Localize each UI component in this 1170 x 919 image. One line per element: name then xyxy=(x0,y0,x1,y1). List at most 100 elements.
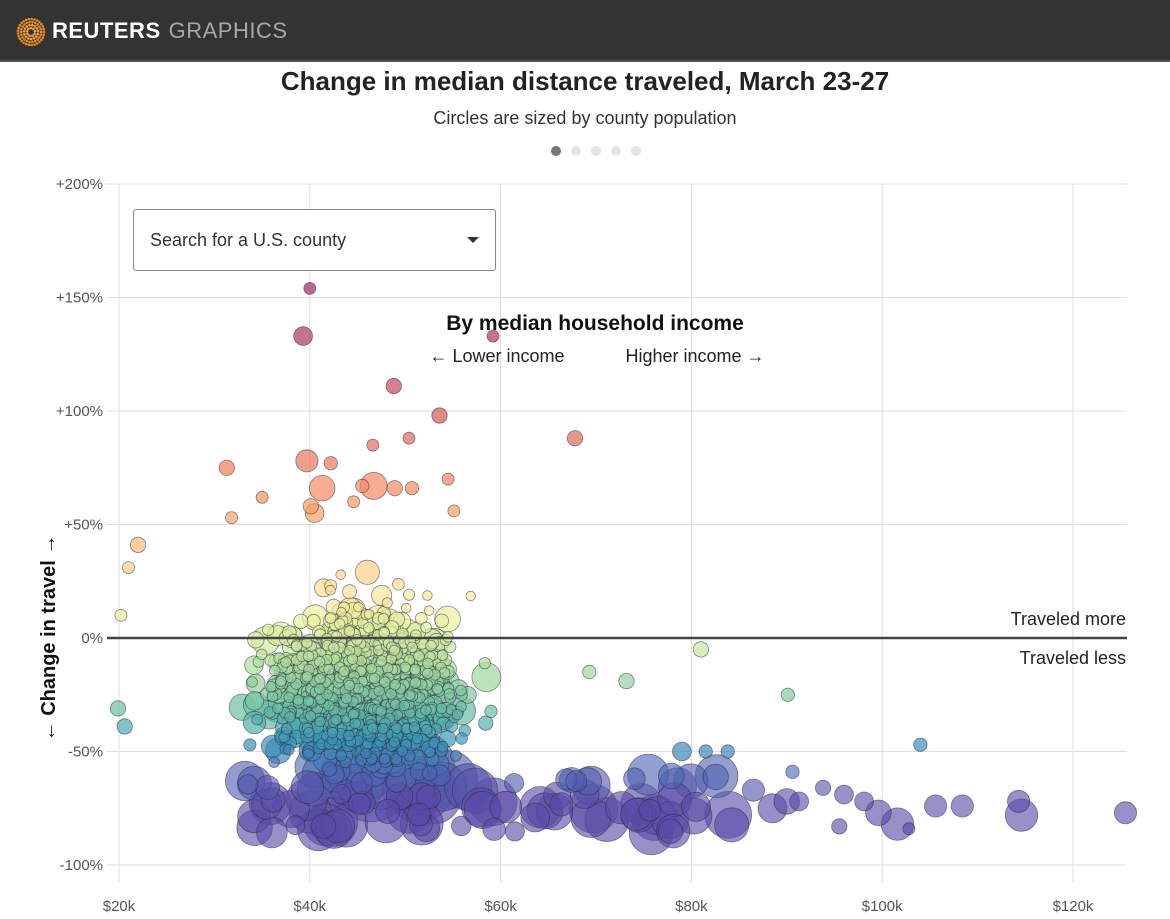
county-point[interactable] xyxy=(431,683,444,695)
county-point[interactable] xyxy=(390,752,403,766)
county-point[interactable] xyxy=(367,722,379,734)
county-point[interactable] xyxy=(385,377,402,395)
county-point[interactable] xyxy=(831,818,848,835)
county-point[interactable] xyxy=(478,657,491,670)
county-point[interactable] xyxy=(375,798,401,824)
county-point[interactable] xyxy=(285,815,306,836)
county-point[interactable] xyxy=(365,663,378,675)
county-search-dropdown[interactable]: Search for a U.S. county xyxy=(133,209,496,271)
county-point[interactable] xyxy=(421,765,438,782)
county-point[interactable] xyxy=(373,685,385,697)
county-point[interactable] xyxy=(323,700,335,712)
county-point[interactable] xyxy=(255,775,280,800)
county-point[interactable] xyxy=(672,741,692,762)
county-point[interactable] xyxy=(441,472,455,486)
county-point[interactable] xyxy=(255,490,269,504)
county-point[interactable] xyxy=(325,584,336,596)
county-point[interactable] xyxy=(379,676,391,688)
county-point[interactable] xyxy=(290,640,303,653)
county-point[interactable] xyxy=(269,664,281,677)
county-point[interactable] xyxy=(331,784,352,805)
county-point[interactable] xyxy=(328,642,340,654)
county-point[interactable] xyxy=(335,569,346,580)
county-point[interactable] xyxy=(378,753,391,765)
county-point[interactable] xyxy=(247,631,265,649)
county-point[interactable] xyxy=(363,622,375,634)
county-point[interactable] xyxy=(342,584,357,600)
county-point[interactable] xyxy=(314,683,326,695)
county-point[interactable] xyxy=(290,770,325,804)
county-point[interactable] xyxy=(486,329,500,343)
county-point[interactable] xyxy=(435,702,448,715)
county-point[interactable] xyxy=(741,778,765,802)
county-point[interactable] xyxy=(504,821,525,842)
county-point[interactable] xyxy=(482,817,506,841)
county-point[interactable] xyxy=(520,802,550,833)
county-point[interactable] xyxy=(638,798,662,822)
county-point[interactable] xyxy=(284,711,296,723)
county-point[interactable] xyxy=(363,609,375,620)
county-point[interactable] xyxy=(404,481,419,496)
county-point[interactable] xyxy=(406,641,418,654)
county-point[interactable] xyxy=(323,456,338,471)
county-point[interactable] xyxy=(360,747,372,760)
county-point[interactable] xyxy=(366,438,380,452)
county-point[interactable] xyxy=(698,744,713,759)
county-point[interactable] xyxy=(302,650,315,662)
county-point[interactable] xyxy=(450,749,462,762)
county-point[interactable] xyxy=(854,791,874,812)
county-point[interactable] xyxy=(326,726,339,739)
county-point[interactable] xyxy=(321,761,337,777)
county-point[interactable] xyxy=(351,634,363,646)
county-point[interactable] xyxy=(398,699,411,712)
county-point[interactable] xyxy=(950,794,974,818)
county-point[interactable] xyxy=(114,608,128,622)
county-point[interactable] xyxy=(336,607,347,618)
county-point[interactable] xyxy=(549,792,574,817)
county-point[interactable] xyxy=(431,407,448,424)
county-point[interactable] xyxy=(720,744,735,759)
county-point[interactable] xyxy=(455,684,467,697)
county-point[interactable] xyxy=(340,692,353,705)
county-point[interactable] xyxy=(237,774,259,795)
county-point[interactable] xyxy=(348,792,371,815)
county-point[interactable] xyxy=(350,771,374,795)
county-point[interactable] xyxy=(582,664,597,680)
county-point[interactable] xyxy=(313,656,326,668)
county-point[interactable] xyxy=(424,746,436,758)
county-point[interactable] xyxy=(438,667,451,679)
county-point[interactable] xyxy=(354,559,380,585)
county-point[interactable] xyxy=(353,601,364,613)
county-point[interactable] xyxy=(396,745,409,757)
county-point[interactable] xyxy=(109,700,127,717)
county-point[interactable] xyxy=(275,675,287,687)
pager-dot-3[interactable] xyxy=(591,146,601,156)
county-point[interactable] xyxy=(377,613,390,625)
county-point[interactable] xyxy=(243,738,257,752)
county-point[interactable] xyxy=(411,732,424,745)
county-point[interactable] xyxy=(330,630,343,643)
county-point[interactable] xyxy=(404,689,416,701)
county-point[interactable] xyxy=(292,694,305,706)
county-point[interactable] xyxy=(295,449,319,473)
county-point[interactable] xyxy=(692,641,710,658)
county-point[interactable] xyxy=(834,784,854,805)
county-point[interactable] xyxy=(409,677,422,689)
county-point[interactable] xyxy=(266,690,279,703)
county-point[interactable] xyxy=(408,721,421,734)
county-point[interactable] xyxy=(302,695,315,707)
county-point[interactable] xyxy=(375,655,388,667)
county-point[interactable] xyxy=(657,818,684,844)
reuters-logo-icon[interactable] xyxy=(16,17,46,47)
county-point[interactable] xyxy=(780,687,795,702)
county-point[interactable] xyxy=(566,430,584,447)
county-point[interactable] xyxy=(378,626,391,639)
county-point[interactable] xyxy=(388,644,401,657)
county-point[interactable] xyxy=(304,710,317,722)
county-point[interactable] xyxy=(346,653,359,665)
county-point[interactable] xyxy=(303,726,315,739)
county-point[interactable] xyxy=(389,679,401,691)
county-point[interactable] xyxy=(924,794,948,818)
county-point[interactable] xyxy=(436,740,449,753)
county-point[interactable] xyxy=(447,504,461,518)
